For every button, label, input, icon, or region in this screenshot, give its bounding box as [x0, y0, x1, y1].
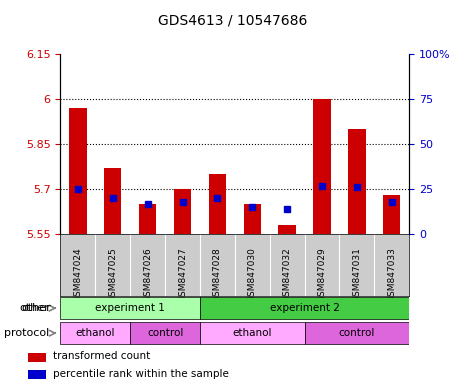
Bar	[28, 370, 46, 379]
Bar	[244, 204, 261, 234]
FancyBboxPatch shape	[130, 322, 200, 344]
Bar	[209, 174, 226, 234]
Bar	[279, 225, 296, 234]
Text: ethanol: ethanol	[76, 328, 115, 338]
Bar	[348, 129, 365, 234]
Text: control: control	[339, 328, 375, 338]
Text: ethanol: ethanol	[232, 328, 272, 338]
Text: percentile rank within the sample: percentile rank within the sample	[53, 369, 229, 379]
Bar	[104, 168, 121, 234]
Bar	[313, 99, 331, 234]
Text: control: control	[147, 328, 183, 338]
FancyBboxPatch shape	[305, 322, 409, 344]
Bar	[383, 195, 400, 234]
Text: other: other	[21, 303, 51, 313]
Text: transformed count: transformed count	[53, 351, 150, 361]
Text: protocol: protocol	[4, 328, 49, 338]
FancyBboxPatch shape	[60, 322, 130, 344]
Bar	[174, 189, 191, 234]
Text: experiment 1: experiment 1	[95, 303, 165, 313]
Text: other: other	[19, 303, 49, 313]
Text: experiment 2: experiment 2	[270, 303, 339, 313]
Bar	[28, 353, 46, 362]
FancyBboxPatch shape	[200, 322, 305, 344]
Bar	[69, 108, 86, 234]
Bar	[139, 204, 156, 234]
Text: GDS4613 / 10547686: GDS4613 / 10547686	[158, 13, 307, 27]
FancyBboxPatch shape	[200, 297, 409, 319]
FancyBboxPatch shape	[60, 297, 200, 319]
